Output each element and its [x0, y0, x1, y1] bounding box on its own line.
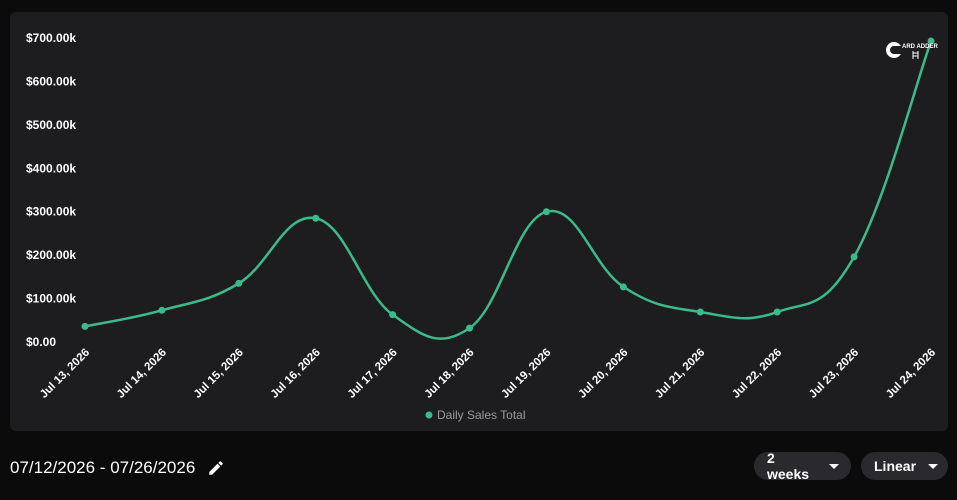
- data-points: [81, 37, 935, 332]
- data-point[interactable]: [235, 279, 243, 287]
- legend[interactable]: Daily Sales Total: [425, 408, 526, 422]
- data-point[interactable]: [850, 253, 858, 261]
- y-tick-label: $0.00: [26, 335, 56, 349]
- controls-bar: 07/12/2026 - 07/26/2026 2 weeks Linear: [0, 440, 957, 500]
- data-point[interactable]: [466, 324, 474, 332]
- caret-down-icon: [928, 463, 939, 469]
- date-range-text: 07/12/2026 - 07/26/2026: [10, 458, 196, 477]
- x-tick-label: Jul 24, 2026: [884, 347, 938, 401]
- y-axis: $0.00 $100.00k $200.00k $300.00k $400.00k $50…: [26, 31, 76, 349]
- y-tick-label: $600.00k: [26, 74, 76, 88]
- sales-chart: $0.00 $100.00k $200.00k $300.00k $400.00k $50…: [26, 31, 938, 422]
- data-point[interactable]: [927, 37, 935, 45]
- legend-marker: [425, 411, 433, 419]
- y-tick-label: $300.00k: [26, 205, 76, 219]
- logo-text: ARD ADDER: [902, 44, 938, 50]
- data-point[interactable]: [773, 308, 781, 316]
- scale-dropdown[interactable]: Linear: [861, 452, 948, 480]
- range-dropdown-label: 2 weeks: [767, 450, 810, 482]
- x-tick-label: Jul 19, 2026: [499, 347, 553, 401]
- data-point[interactable]: [389, 311, 397, 319]
- pencil-icon[interactable]: [207, 459, 225, 477]
- card-ladder-logo: ARD ADDER: [886, 42, 938, 59]
- x-tick-label: Jul 21, 2026: [653, 347, 707, 401]
- data-point[interactable]: [81, 322, 89, 330]
- x-tick-label: Jul 14, 2026: [115, 347, 169, 401]
- x-axis: Jul 13, 2026 Jul 14, 2026 Jul 15, 2026 Jul …: [38, 347, 938, 401]
- series-line-daily-sales-total: [84, 40, 933, 340]
- range-dropdown[interactable]: 2 weeks: [754, 450, 851, 482]
- y-tick-label: $700.00k: [26, 31, 76, 45]
- caret-down-icon: [829, 463, 839, 469]
- x-tick-label: Jul 13, 2026: [38, 347, 92, 401]
- legend-label[interactable]: Daily Sales Total: [437, 408, 526, 422]
- y-tick-label: $500.00k: [26, 118, 76, 132]
- x-tick-label: Jul 18, 2026: [423, 347, 477, 401]
- date-range-picker[interactable]: 07/12/2026 - 07/26/2026: [10, 458, 225, 478]
- y-tick-label: $200.00k: [26, 248, 76, 262]
- x-tick-label: Jul 23, 2026: [807, 347, 861, 401]
- scale-dropdown-label: Linear: [874, 458, 917, 474]
- data-point[interactable]: [619, 283, 627, 291]
- data-point[interactable]: [696, 308, 704, 316]
- x-tick-label: Jul 15, 2026: [192, 347, 246, 401]
- y-tick-label: $100.00k: [26, 292, 76, 306]
- x-tick-label: Jul 16, 2026: [269, 347, 323, 401]
- chart-card: $0.00 $100.00k $200.00k $300.00k $400.00k $50…: [10, 12, 948, 431]
- x-tick-label: Jul 17, 2026: [346, 347, 400, 401]
- x-tick-label: Jul 20, 2026: [576, 347, 630, 401]
- data-point[interactable]: [312, 214, 320, 222]
- y-tick-label: $400.00k: [26, 161, 76, 175]
- x-tick-label: Jul 22, 2026: [730, 347, 784, 401]
- data-point[interactable]: [158, 306, 166, 314]
- data-point[interactable]: [542, 208, 550, 216]
